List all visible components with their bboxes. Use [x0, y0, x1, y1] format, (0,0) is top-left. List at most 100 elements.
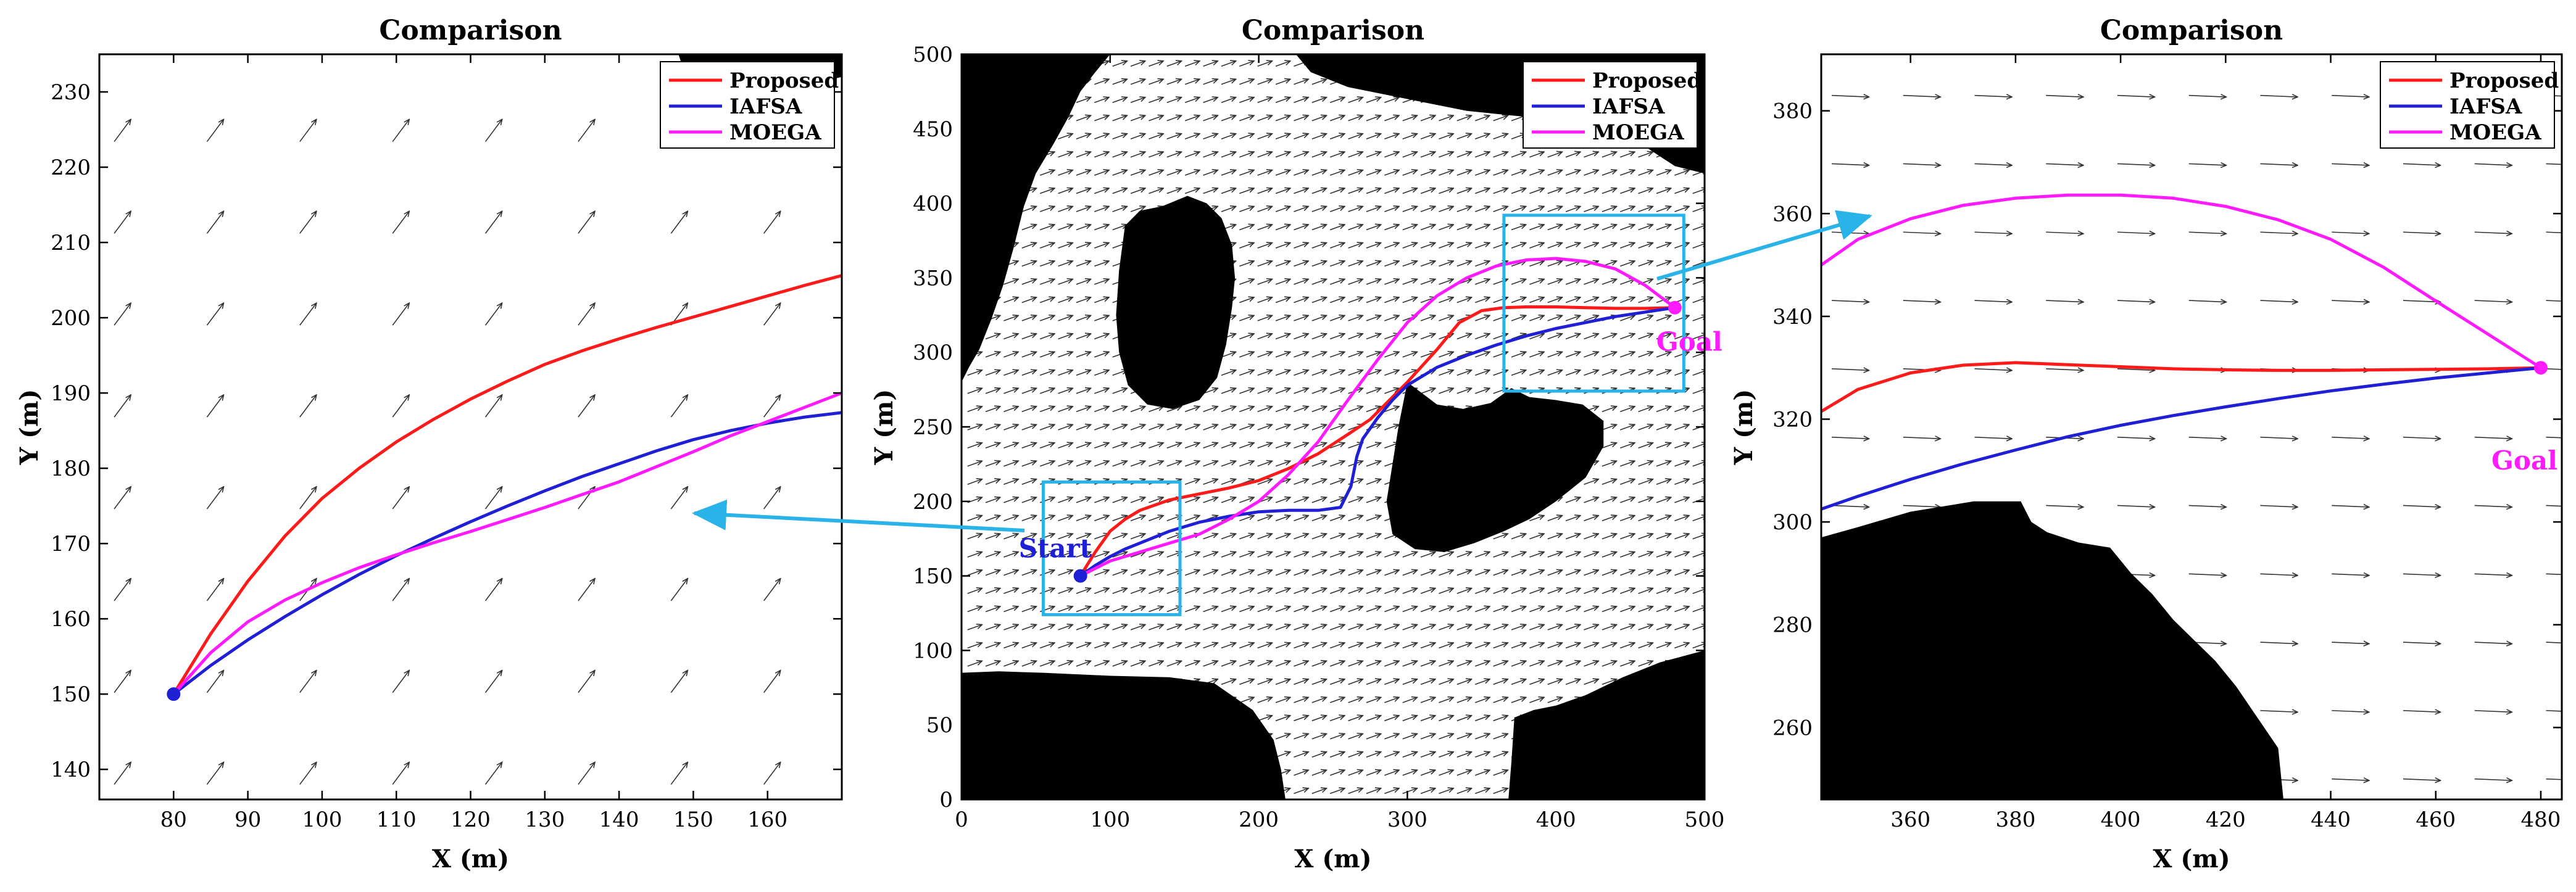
y-tick-label: 160	[51, 607, 91, 632]
vector-arrow	[1058, 588, 1073, 594]
vector-arrow	[670, 487, 687, 510]
plot-area	[962, 54, 1705, 799]
vector-arrow	[1094, 188, 1108, 194]
vector-arrow	[484, 395, 502, 418]
x-tick-label: 200	[1239, 807, 1279, 832]
vector-arrow	[1239, 625, 1253, 630]
vector-arrow	[1239, 643, 1253, 649]
vector-arrow	[392, 762, 409, 785]
vector-arrow	[484, 671, 502, 693]
vector-arrow	[1311, 407, 1326, 413]
vector-arrow	[1130, 207, 1145, 212]
vector-arrow	[206, 487, 223, 510]
vector-arrow	[484, 487, 502, 510]
series-moega-line	[172, 391, 842, 695]
vector-arrow	[1294, 588, 1308, 594]
vector-arrow	[1203, 625, 1218, 630]
vector-arrow	[1294, 552, 1308, 558]
vector-arrow	[1294, 625, 1308, 630]
vector-arrow	[1094, 225, 1108, 231]
vector-arrow	[1076, 279, 1091, 285]
vector-arrow	[967, 606, 982, 613]
vector-arrow	[1076, 516, 1091, 521]
y-tick-label: 340	[1772, 305, 1813, 329]
vector-arrow	[1311, 80, 1326, 85]
vector-arrow	[1311, 261, 1326, 267]
vector-arrow	[1112, 643, 1127, 649]
vector-arrow	[1094, 407, 1108, 413]
y-tick-label: 350	[913, 266, 953, 291]
vector-arrow	[1003, 661, 1018, 667]
vector-arrow	[763, 212, 780, 234]
vector-arrow	[299, 120, 316, 142]
y-tick-label: 320	[1772, 408, 1813, 432]
vector-arrow	[1275, 316, 1290, 321]
vector-arrow	[1058, 661, 1073, 667]
vector-arrow	[1294, 752, 1308, 758]
vector-arrow	[1311, 188, 1326, 194]
y-tick-label: 260	[1772, 716, 1813, 740]
vector-arrow	[1329, 479, 1344, 485]
vector-arrow	[967, 552, 982, 558]
vector-arrow	[1239, 279, 1253, 285]
vector-arrow	[1311, 297, 1326, 304]
y-tick-label: 220	[51, 155, 91, 180]
vector-arrow	[1257, 389, 1272, 394]
vector-arrow	[1329, 643, 1344, 649]
x-tick-label: 380	[1995, 807, 2035, 832]
vector-arrow	[1130, 661, 1145, 667]
vector-arrow	[1076, 352, 1091, 358]
marker-label-goal: Goal	[1656, 327, 1722, 357]
vector-arrow	[1257, 279, 1272, 285]
vector-arrow	[967, 389, 982, 394]
vector-arrow	[1239, 80, 1253, 85]
vector-arrow	[1203, 152, 1218, 158]
vector-arrow	[1003, 643, 1018, 649]
vector-arrow	[1076, 389, 1091, 394]
vector-arrow	[1221, 97, 1236, 104]
vector-arrow	[1058, 534, 1073, 540]
vector-arrow	[1094, 352, 1108, 358]
vector-arrow	[1348, 734, 1363, 740]
vector-arrow	[1275, 498, 1290, 503]
vector-arrow	[1311, 625, 1326, 630]
vector-arrow	[1294, 316, 1308, 321]
vector-arrow	[1003, 425, 1018, 431]
x-tick-label: 440	[2311, 807, 2351, 832]
vector-arrow	[1221, 389, 1236, 394]
vector-arrow	[1257, 261, 1272, 267]
vector-arrow	[1076, 643, 1091, 649]
vector-arrow	[985, 479, 1000, 485]
vector-arrow	[1184, 407, 1199, 413]
vector-arrow	[763, 762, 780, 785]
vector-arrow	[1094, 661, 1108, 667]
vector-arrow	[1329, 279, 1344, 285]
vector-arrow	[299, 304, 316, 326]
vector-arrow	[1329, 297, 1344, 304]
vector-arrow	[1348, 225, 1363, 231]
vector-arrow	[1003, 516, 1018, 521]
vector-arrow	[1275, 443, 1290, 449]
vector-arrow	[1021, 352, 1036, 358]
legend-label: IAFSA	[1592, 94, 1665, 119]
x-tick-label: 0	[955, 807, 968, 832]
vector-arrow	[1003, 389, 1018, 394]
y-tick-label: 300	[913, 341, 953, 365]
legend-label: IAFSA	[2449, 94, 2522, 119]
vector-arrow	[1329, 716, 1344, 722]
vector-arrow	[1039, 225, 1054, 231]
vector-arrow	[1311, 334, 1326, 340]
y-axis-label: Y (m)	[870, 389, 899, 466]
vector-arrow	[1076, 625, 1091, 630]
vector-arrow	[1275, 243, 1290, 249]
vector-arrow	[1294, 770, 1308, 776]
vector-arrow	[1294, 788, 1308, 795]
vector-arrow	[578, 304, 594, 326]
vector-arrow	[1221, 352, 1236, 358]
vector-arrow	[1094, 552, 1108, 558]
vector-arrow	[967, 588, 982, 594]
vector-arrow	[1348, 752, 1363, 758]
vector-arrow	[1130, 552, 1145, 558]
vector-arrow	[1275, 625, 1290, 630]
legend-label: Proposed	[2449, 68, 2559, 93]
